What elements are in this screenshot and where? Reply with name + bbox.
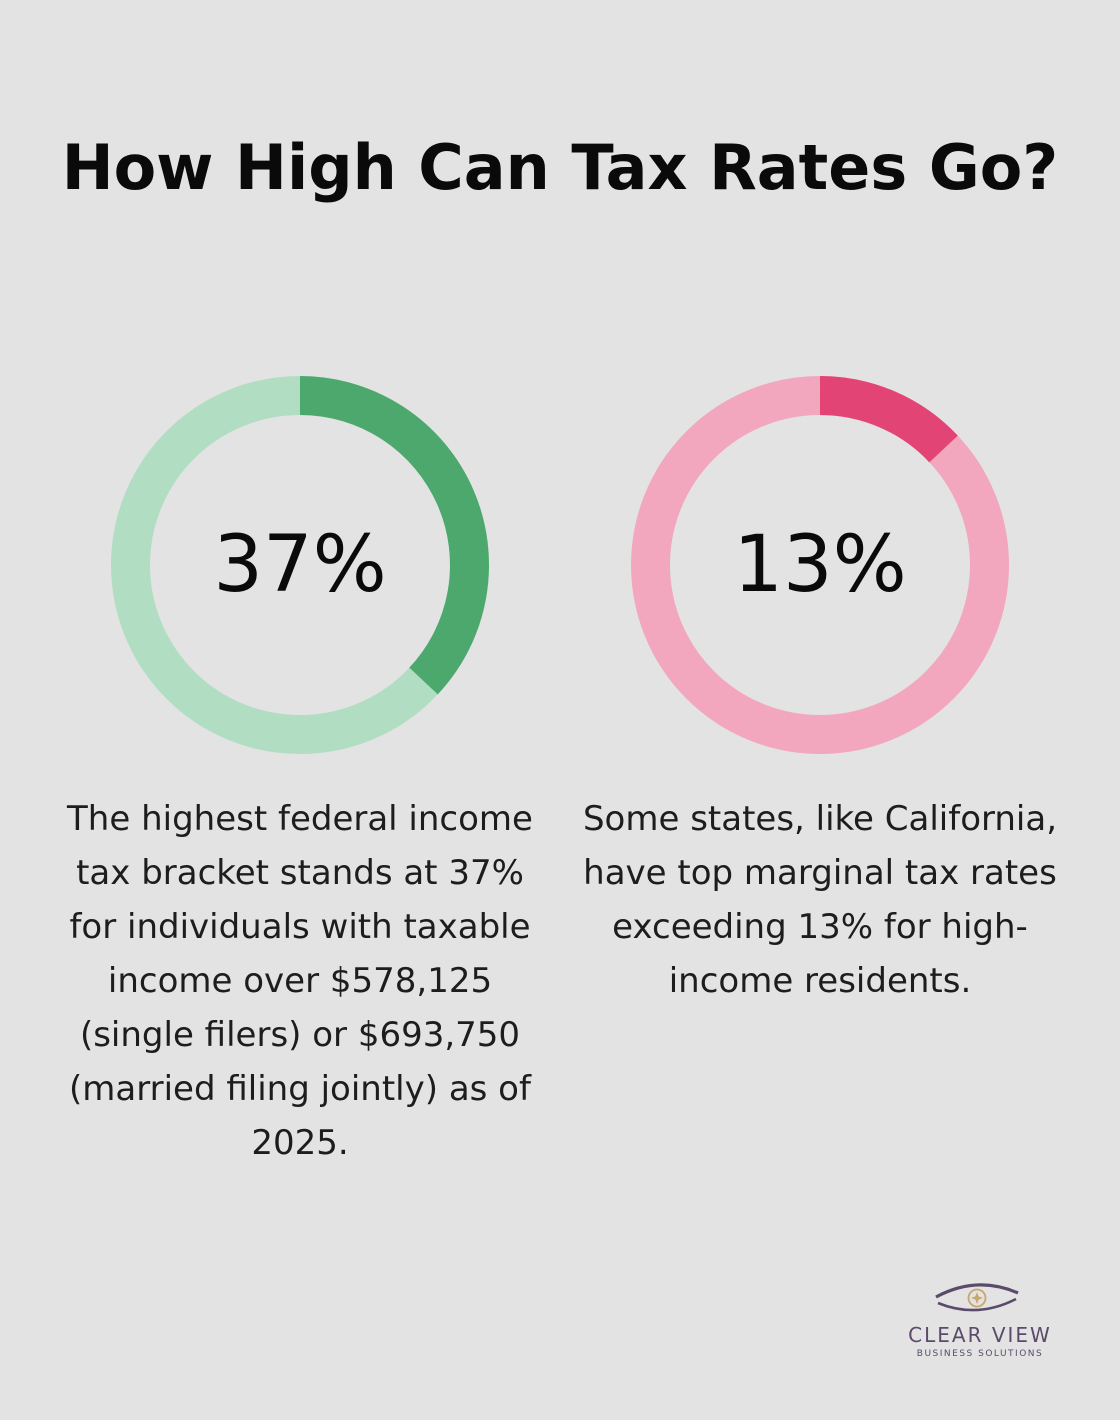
eye-logo-icon	[935, 1283, 1019, 1312]
logo-pupil	[967, 1288, 987, 1308]
logo-arc-top	[935, 1283, 1019, 1299]
state-rate-description: Some states, like California, have top m…	[582, 799, 1058, 1001]
logo-star	[971, 1292, 983, 1304]
clear-view-logo: CLEAR VIEW BUSINESS SOLUTIONS	[890, 1275, 1070, 1365]
federal-rate-value-slice	[299, 376, 489, 695]
logo-name: CLEAR VIEW	[908, 1323, 1052, 1347]
state-rate-donut-svg	[631, 376, 1009, 754]
page-title: How High Can Tax Rates Go?	[61, 131, 1059, 204]
federal-rate-description: The highest federal income tax bracket s…	[67, 799, 533, 1163]
logo-tagline: BUSINESS SOLUTIONS	[916, 1349, 1044, 1359]
logo-arc-bottom	[937, 1297, 1017, 1312]
state-rate-donut: 13%	[630, 375, 1010, 755]
federal-rate-donut: 37%	[110, 375, 490, 755]
federal-rate-value-label: 37%	[213, 520, 387, 610]
federal-rate-donut-svg	[111, 376, 489, 754]
state-rate-value-slice	[819, 376, 958, 463]
state-rate-value-label: 13%	[733, 520, 907, 610]
